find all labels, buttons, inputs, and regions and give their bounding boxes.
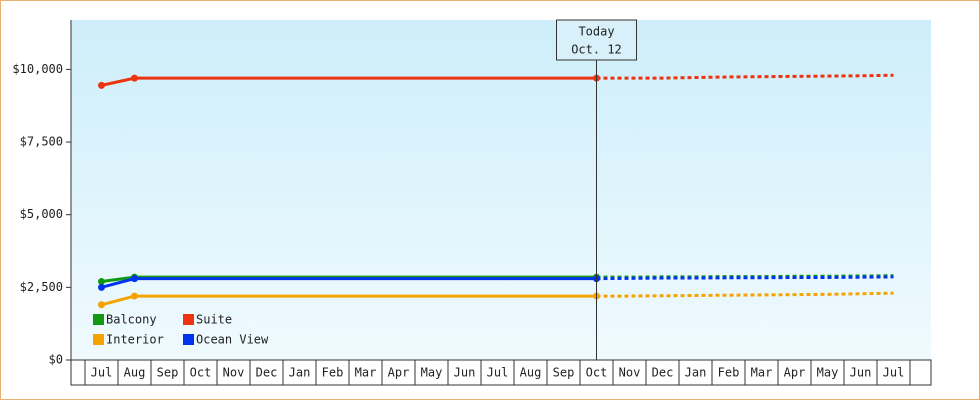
x-tick-label: May — [817, 366, 839, 380]
x-tick-label: Apr — [784, 366, 806, 380]
plot-area — [71, 20, 931, 360]
x-tick-label: Nov — [223, 366, 245, 380]
legend-label: Suite — [196, 313, 232, 327]
price-line — [101, 294, 597, 307]
x-tick-label: Nov — [619, 366, 641, 380]
price-line — [101, 76, 597, 87]
y-tick-label: $7,500 — [20, 135, 63, 149]
point — [131, 292, 138, 300]
point — [131, 275, 138, 283]
point — [98, 283, 105, 291]
point — [98, 81, 105, 89]
x-tick-label: Jul — [883, 366, 905, 380]
x-tick-label: Dec — [652, 366, 674, 380]
x-tick-label: Jan — [289, 366, 311, 380]
x-tick-label: Oct — [190, 366, 212, 380]
x-tick-label: Jun — [850, 366, 872, 380]
x-tick-label: Jan — [685, 366, 707, 380]
today-box — [556, 19, 637, 61]
forecast-line — [596, 275, 894, 281]
x-tick-label: Oct — [586, 366, 608, 380]
x-tick-label: Aug — [520, 366, 542, 380]
x-tick-label: Jul — [91, 366, 113, 380]
x-tick-label: Sep — [157, 366, 179, 380]
forecast-line — [596, 291, 894, 298]
x-tick-label: Mar — [355, 366, 377, 380]
legend-label: Ocean View — [196, 333, 269, 347]
x-tick-label: Sep — [553, 366, 575, 380]
legend-label: Interior — [106, 333, 164, 347]
legend-swatch — [183, 334, 194, 345]
legend-swatch — [93, 314, 104, 325]
y-tick-label: $0 — [49, 353, 63, 367]
x-tick-label: Feb — [718, 366, 740, 380]
legend-swatch — [93, 334, 104, 345]
forecast-line — [596, 73, 894, 80]
x-tick-label: May — [421, 366, 443, 380]
point — [131, 74, 138, 82]
y-tick-label: $2,500 — [20, 280, 63, 294]
x-tick-label: Jun — [454, 366, 476, 380]
y-tick-label: $10,000 — [12, 62, 63, 76]
x-tick-label: Feb — [322, 366, 344, 380]
point — [98, 278, 105, 286]
legend-swatch — [183, 314, 194, 325]
x-tick-label: Apr — [388, 366, 410, 380]
point — [98, 301, 105, 309]
y-tick-label: $5,000 — [20, 207, 63, 221]
x-tick-label: Jul — [487, 366, 509, 380]
today-label: Today — [578, 25, 614, 39]
x-tick-label: Aug — [124, 366, 146, 380]
x-axis-band — [70, 359, 932, 386]
x-tick-label: Dec — [256, 366, 278, 380]
price-line — [101, 277, 597, 289]
x-tick-label: Mar — [751, 366, 773, 380]
today-label: Oct. 12 — [571, 43, 622, 57]
legend-label: Balcony — [106, 313, 157, 327]
